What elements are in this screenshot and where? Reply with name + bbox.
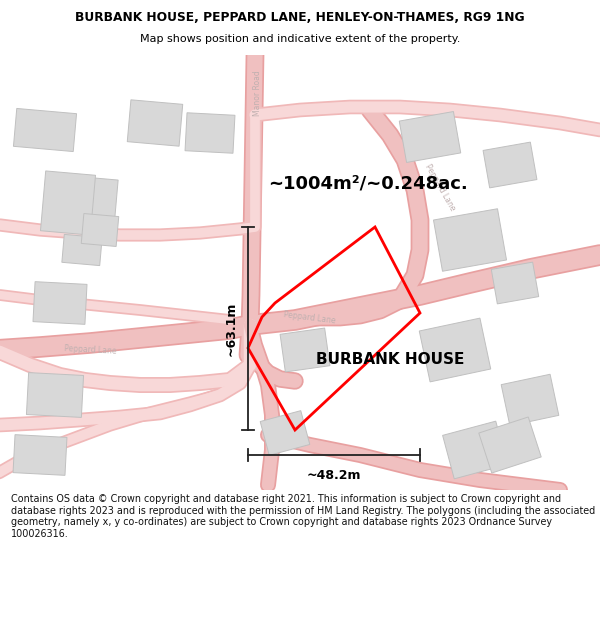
- Polygon shape: [81, 214, 119, 246]
- Text: Map shows position and indicative extent of the property.: Map shows position and indicative extent…: [140, 34, 460, 44]
- Polygon shape: [185, 112, 235, 153]
- Polygon shape: [419, 318, 491, 382]
- Text: ~1004m²/~0.248ac.: ~1004m²/~0.248ac.: [268, 174, 468, 192]
- Polygon shape: [40, 171, 95, 235]
- Text: Manor Road: Manor Road: [254, 70, 263, 116]
- Polygon shape: [127, 100, 183, 146]
- Polygon shape: [33, 282, 87, 324]
- Polygon shape: [433, 209, 506, 271]
- Text: Peppard Lane: Peppard Lane: [283, 311, 337, 326]
- Polygon shape: [501, 374, 559, 426]
- Polygon shape: [260, 411, 310, 456]
- Polygon shape: [479, 417, 541, 473]
- Polygon shape: [491, 262, 539, 304]
- Polygon shape: [26, 372, 83, 418]
- Polygon shape: [483, 142, 537, 188]
- Text: Peppard Lane: Peppard Lane: [64, 344, 116, 356]
- Polygon shape: [13, 434, 67, 476]
- Text: Peppard Lane: Peppard Lane: [423, 162, 457, 212]
- Polygon shape: [280, 328, 330, 372]
- Polygon shape: [443, 421, 508, 479]
- Polygon shape: [399, 111, 461, 162]
- Polygon shape: [46, 174, 118, 232]
- Text: BURBANK HOUSE: BURBANK HOUSE: [316, 352, 464, 367]
- Text: ~48.2m: ~48.2m: [307, 469, 361, 482]
- Text: ~63.1m: ~63.1m: [225, 301, 238, 356]
- Text: Contains OS data © Crown copyright and database right 2021. This information is : Contains OS data © Crown copyright and d…: [11, 494, 595, 539]
- Text: BURBANK HOUSE, PEPPARD LANE, HENLEY-ON-THAMES, RG9 1NG: BURBANK HOUSE, PEPPARD LANE, HENLEY-ON-T…: [75, 11, 525, 24]
- Polygon shape: [62, 234, 102, 266]
- Polygon shape: [13, 109, 77, 151]
